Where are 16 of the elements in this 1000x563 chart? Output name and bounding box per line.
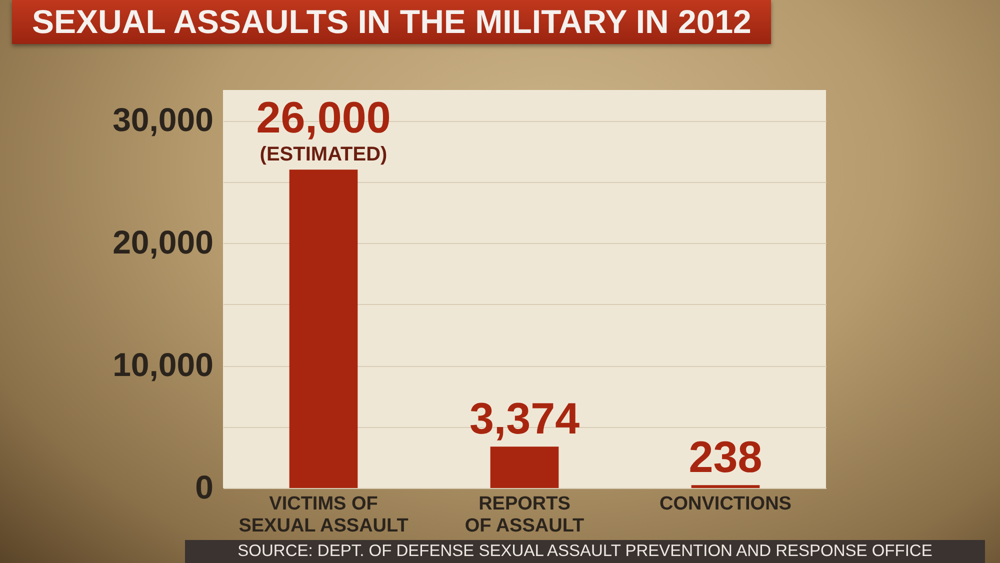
y-tick-label: 10,000 [112,346,214,384]
x-tick-label: VICTIMS OF SEXUAL ASSAULT [238,494,409,536]
bar [289,170,358,488]
x-tick-label: CONVICTIONS [660,494,792,514]
chart-title: SEXUAL ASSAULTS IN THE MILITARY IN 2012 [12,0,772,44]
source-note: SOURCE: DEPT. OF DEFENSE SEXUAL ASSAULT PREVENTION AND RESPONSE OFFICE [185,540,985,563]
bar [490,446,559,488]
data-label: 238 [688,433,762,482]
y-tick-label: 30,000 [112,101,214,138]
y-tick-label: 0 [195,468,214,506]
annotation: (ESTIMATED) [260,144,388,166]
data-label: 3,374 [469,394,580,444]
x-tick-label: REPORTS OF ASSAULT [464,494,585,536]
y-tick-label: 20,000 [112,224,214,261]
bar [691,485,760,488]
data-label: 26,000 [256,94,391,143]
